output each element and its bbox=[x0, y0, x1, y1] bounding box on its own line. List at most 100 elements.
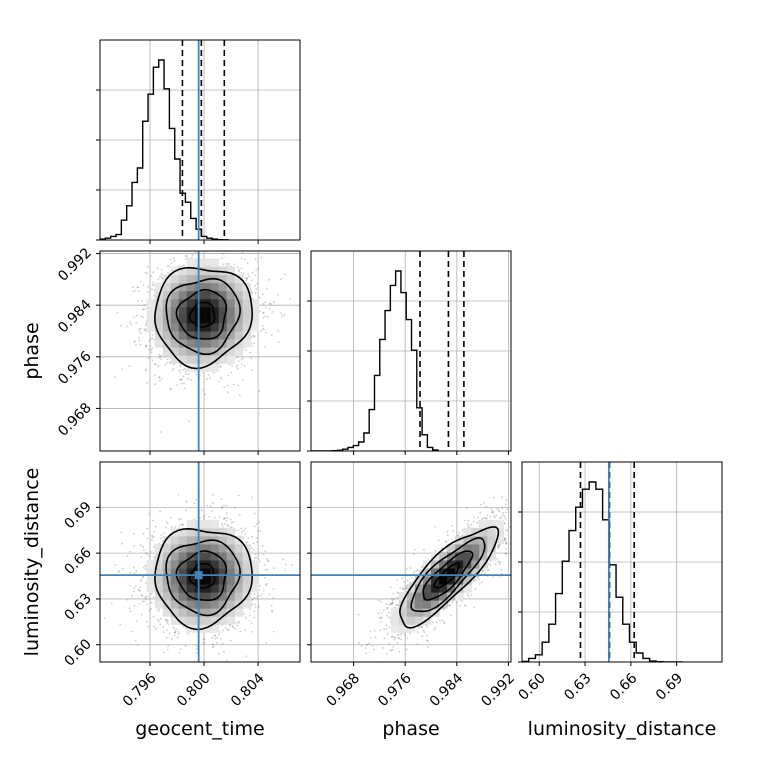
sample-point bbox=[183, 368, 186, 370]
density-cell bbox=[186, 559, 196, 569]
sample-point bbox=[270, 334, 273, 337]
sample-point bbox=[229, 639, 232, 642]
sample-point bbox=[226, 264, 229, 267]
density-cell bbox=[154, 298, 164, 308]
density-cell bbox=[186, 527, 196, 537]
sample-point bbox=[209, 377, 212, 379]
sample-point bbox=[172, 257, 175, 260]
sample-point bbox=[259, 594, 262, 597]
sample-point bbox=[233, 506, 236, 509]
density-cell bbox=[202, 330, 212, 340]
sample-point bbox=[159, 617, 162, 620]
sample-point bbox=[265, 582, 268, 585]
sample-point bbox=[149, 550, 152, 553]
density-cell bbox=[234, 282, 244, 292]
sample-point bbox=[226, 628, 229, 631]
sample-point bbox=[142, 545, 144, 548]
contour-line bbox=[154, 527, 254, 631]
density-cell bbox=[178, 355, 188, 364]
sample-point bbox=[191, 253, 194, 256]
sample-point bbox=[167, 645, 170, 648]
density-cell bbox=[210, 543, 220, 553]
density-group bbox=[311, 489, 511, 662]
sample-point bbox=[120, 324, 122, 327]
density-cell bbox=[202, 322, 212, 332]
density-cell bbox=[178, 608, 188, 617]
sample-point bbox=[262, 303, 265, 305]
sample-point bbox=[238, 394, 241, 397]
sample-point bbox=[498, 562, 501, 565]
density-cell bbox=[234, 290, 244, 300]
density-cell bbox=[146, 298, 156, 308]
sample-point bbox=[166, 358, 169, 361]
hist-group bbox=[100, 40, 229, 240]
sample-point bbox=[226, 524, 229, 527]
sample-point bbox=[212, 645, 215, 648]
density-cell bbox=[202, 290, 212, 300]
sample-point bbox=[144, 346, 147, 348]
sample-point bbox=[222, 253, 224, 255]
density-cell bbox=[178, 298, 188, 308]
sample-point bbox=[150, 275, 153, 277]
sample-point bbox=[254, 512, 256, 515]
density-cell bbox=[234, 306, 244, 316]
sample-point bbox=[283, 273, 286, 275]
sample-point bbox=[223, 517, 226, 520]
sample-point bbox=[137, 299, 140, 302]
sample-point bbox=[158, 376, 161, 379]
sample-point bbox=[253, 342, 256, 345]
density-cell bbox=[250, 584, 260, 593]
sample-point bbox=[147, 285, 150, 288]
density-cell bbox=[234, 347, 244, 356]
sample-point bbox=[151, 347, 154, 349]
density-cell bbox=[170, 298, 180, 308]
sample-point bbox=[135, 569, 138, 572]
sample-point bbox=[195, 373, 198, 376]
sample-point bbox=[277, 341, 280, 344]
density-cell bbox=[234, 322, 244, 332]
sample-point bbox=[403, 632, 406, 635]
density-cell bbox=[178, 576, 188, 585]
sample-point bbox=[183, 387, 186, 390]
sample-point bbox=[132, 532, 135, 535]
sample-point bbox=[240, 267, 243, 270]
density-cell bbox=[186, 616, 196, 625]
density-cell bbox=[162, 551, 172, 561]
y-tick-label: 0.968 bbox=[55, 400, 95, 440]
sample-point bbox=[402, 587, 404, 590]
density-cell bbox=[170, 355, 180, 364]
sample-point bbox=[251, 535, 253, 538]
density-cell bbox=[210, 624, 220, 633]
sample-point bbox=[251, 271, 254, 274]
sample-point bbox=[165, 362, 168, 364]
density-cell bbox=[218, 551, 228, 561]
sample-point bbox=[168, 532, 171, 535]
sample-point bbox=[212, 371, 215, 374]
sample-point bbox=[114, 564, 117, 566]
sample-point bbox=[138, 602, 141, 605]
sample-point bbox=[245, 279, 248, 282]
sample-point bbox=[147, 357, 150, 359]
density-cell bbox=[250, 568, 260, 577]
density-cell bbox=[186, 282, 196, 292]
sample-point bbox=[253, 335, 256, 338]
density-cell bbox=[178, 339, 188, 348]
sample-point bbox=[158, 608, 161, 611]
sample-point bbox=[240, 363, 243, 366]
sample-point bbox=[143, 304, 146, 307]
density-cell bbox=[242, 306, 252, 316]
density-cell bbox=[242, 576, 252, 585]
sample-point bbox=[141, 300, 143, 303]
sample-point bbox=[247, 668, 249, 670]
sample-point bbox=[133, 316, 136, 319]
sample-point bbox=[272, 301, 275, 304]
sample-point bbox=[140, 315, 142, 318]
sample-point bbox=[146, 595, 149, 598]
density-cell bbox=[186, 339, 196, 348]
sample-point bbox=[161, 377, 163, 380]
density-cell bbox=[242, 600, 252, 609]
sample-point bbox=[240, 257, 243, 260]
sample-point bbox=[300, 514, 302, 516]
sample-point bbox=[169, 361, 172, 364]
density-cell bbox=[162, 600, 172, 609]
